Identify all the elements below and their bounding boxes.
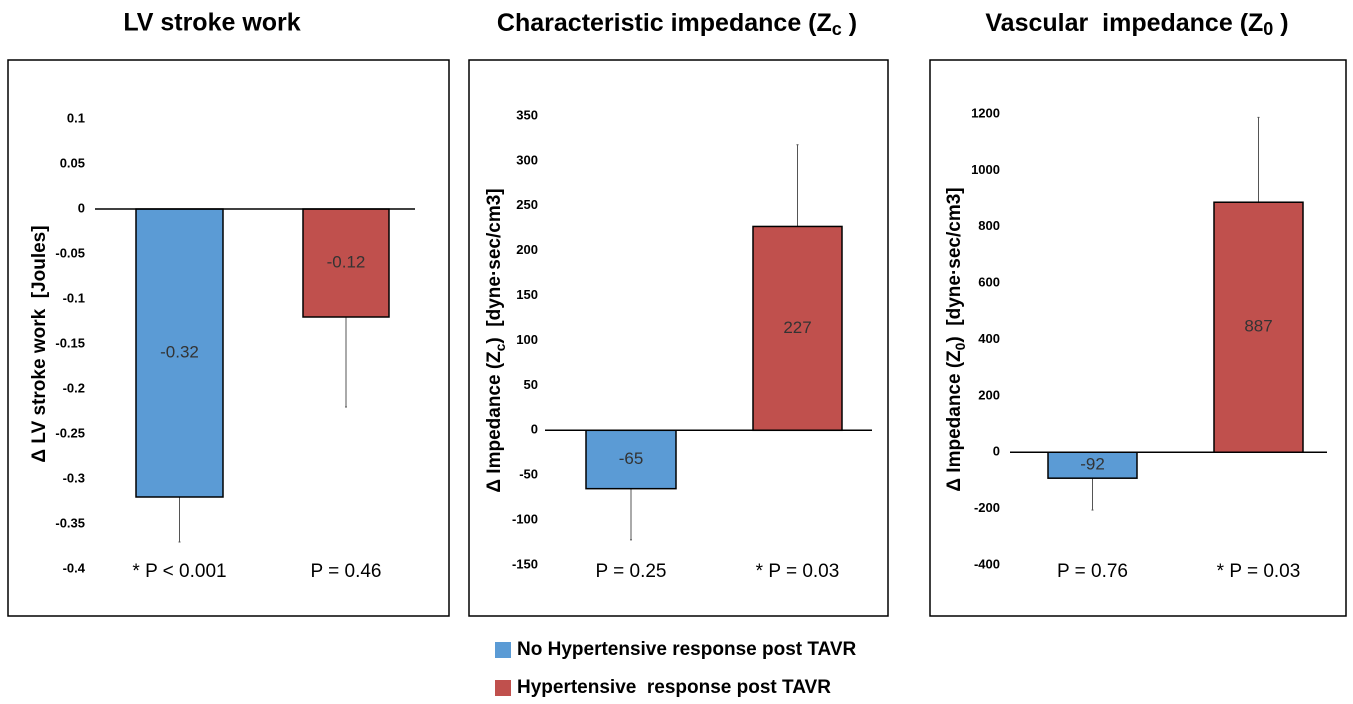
value-label: -92 [1080, 455, 1105, 474]
legend-label: No Hypertensive response post TAVR [517, 639, 857, 660]
y-tick-label: 350 [516, 107, 538, 122]
y-axis-label-part: Δ Impedance (Z [484, 351, 505, 493]
chart-title-part: Characteristic impedance (Z [497, 9, 832, 37]
y-tick-label: 200 [978, 387, 1000, 402]
bar [302, 208, 390, 318]
bar [135, 208, 224, 498]
value-label: 887 [1244, 317, 1272, 336]
y-tick-label: -100 [512, 512, 538, 527]
panel-frame [929, 59, 1347, 617]
y-tick-label: -0.35 [55, 515, 85, 530]
y-tick-label: 1200 [971, 105, 1000, 120]
panel-frame [468, 59, 889, 617]
y-tick-label: 0 [78, 200, 85, 215]
x-category-label: * P = 0.03 [1217, 561, 1301, 582]
y-axis-label-part: Δ Impedance (Z [944, 350, 965, 492]
y-tick-label: -0.2 [63, 380, 85, 395]
y-tick-label: -0.15 [55, 335, 85, 350]
chart-title: Characteristic impedance (Zc ) [497, 9, 857, 39]
y-tick-label: -0.3 [63, 470, 85, 485]
y-tick-label: -0.05 [55, 245, 85, 260]
y-tick-label: 400 [978, 331, 1000, 346]
value-label: -65 [619, 449, 644, 468]
x-category-label: P = 0.25 [596, 561, 667, 582]
y-axis-label-subscript: 0 [953, 342, 968, 350]
chart-title-part: Vascular impedance (Z [985, 9, 1263, 37]
x-category-label: * P < 0.001 [132, 561, 226, 582]
y-tick-label: -0.1 [63, 290, 85, 305]
y-tick-label: -0.4 [63, 560, 86, 575]
bar [585, 429, 677, 490]
y-tick-label: 0 [993, 444, 1000, 459]
y-axis-label-part: ) [dyne·sec/cm3] [484, 188, 505, 343]
bar [1213, 201, 1304, 453]
chart-title-part: ) [1273, 9, 1288, 37]
panel-frame [7, 59, 450, 617]
legend-label: Hypertensive response post TAVR [517, 677, 831, 698]
y-tick-label: -0.25 [55, 425, 85, 440]
y-tick-label: 800 [978, 218, 1000, 233]
y-tick-label: 0.05 [60, 155, 85, 170]
value-label: -0.12 [327, 252, 366, 271]
y-axis-label: Δ LV stroke work [Joules] [29, 225, 50, 462]
chart-title: LV stroke work [123, 9, 300, 37]
legend-swatch [495, 642, 511, 658]
y-axis-label: Δ Impedance (Zc) [dyne·sec/cm3] [484, 188, 508, 492]
y-tick-label: -200 [974, 500, 1000, 515]
y-tick-label: 1000 [971, 162, 1000, 177]
y-tick-label: -150 [512, 556, 538, 571]
y-axis-label-part: ) [dyne·sec/cm3] [944, 187, 965, 342]
y-tick-label: 0.1 [67, 110, 85, 125]
y-tick-label: 100 [516, 332, 538, 347]
value-label: -0.32 [160, 342, 199, 361]
chart-title-subscript: 0 [1263, 19, 1273, 39]
y-axis-label: Δ Impedance (Z0) [dyne·sec/cm3] [944, 187, 968, 491]
y-tick-label: -50 [519, 467, 538, 482]
y-tick-label: 600 [978, 275, 1000, 290]
chart-title-part: ) [842, 9, 857, 37]
value-label: 227 [783, 318, 811, 337]
x-category-label: P = 0.46 [311, 561, 382, 582]
y-tick-label: 200 [516, 242, 538, 257]
y-tick-label: 0 [531, 422, 538, 437]
x-category-label: * P = 0.03 [756, 561, 840, 582]
y-tick-label: -400 [974, 556, 1000, 571]
chart-title: Vascular impedance (Z0 ) [985, 9, 1288, 39]
x-category-label: P = 0.76 [1057, 561, 1128, 582]
chart-title-subscript: c [832, 19, 842, 39]
y-axis-label-subscript: c [493, 343, 508, 351]
y-tick-label: 150 [516, 287, 538, 302]
y-tick-label: 250 [516, 197, 538, 212]
y-tick-label: 50 [524, 377, 538, 392]
y-tick-label: 300 [516, 152, 538, 167]
legend-swatch [495, 680, 511, 696]
